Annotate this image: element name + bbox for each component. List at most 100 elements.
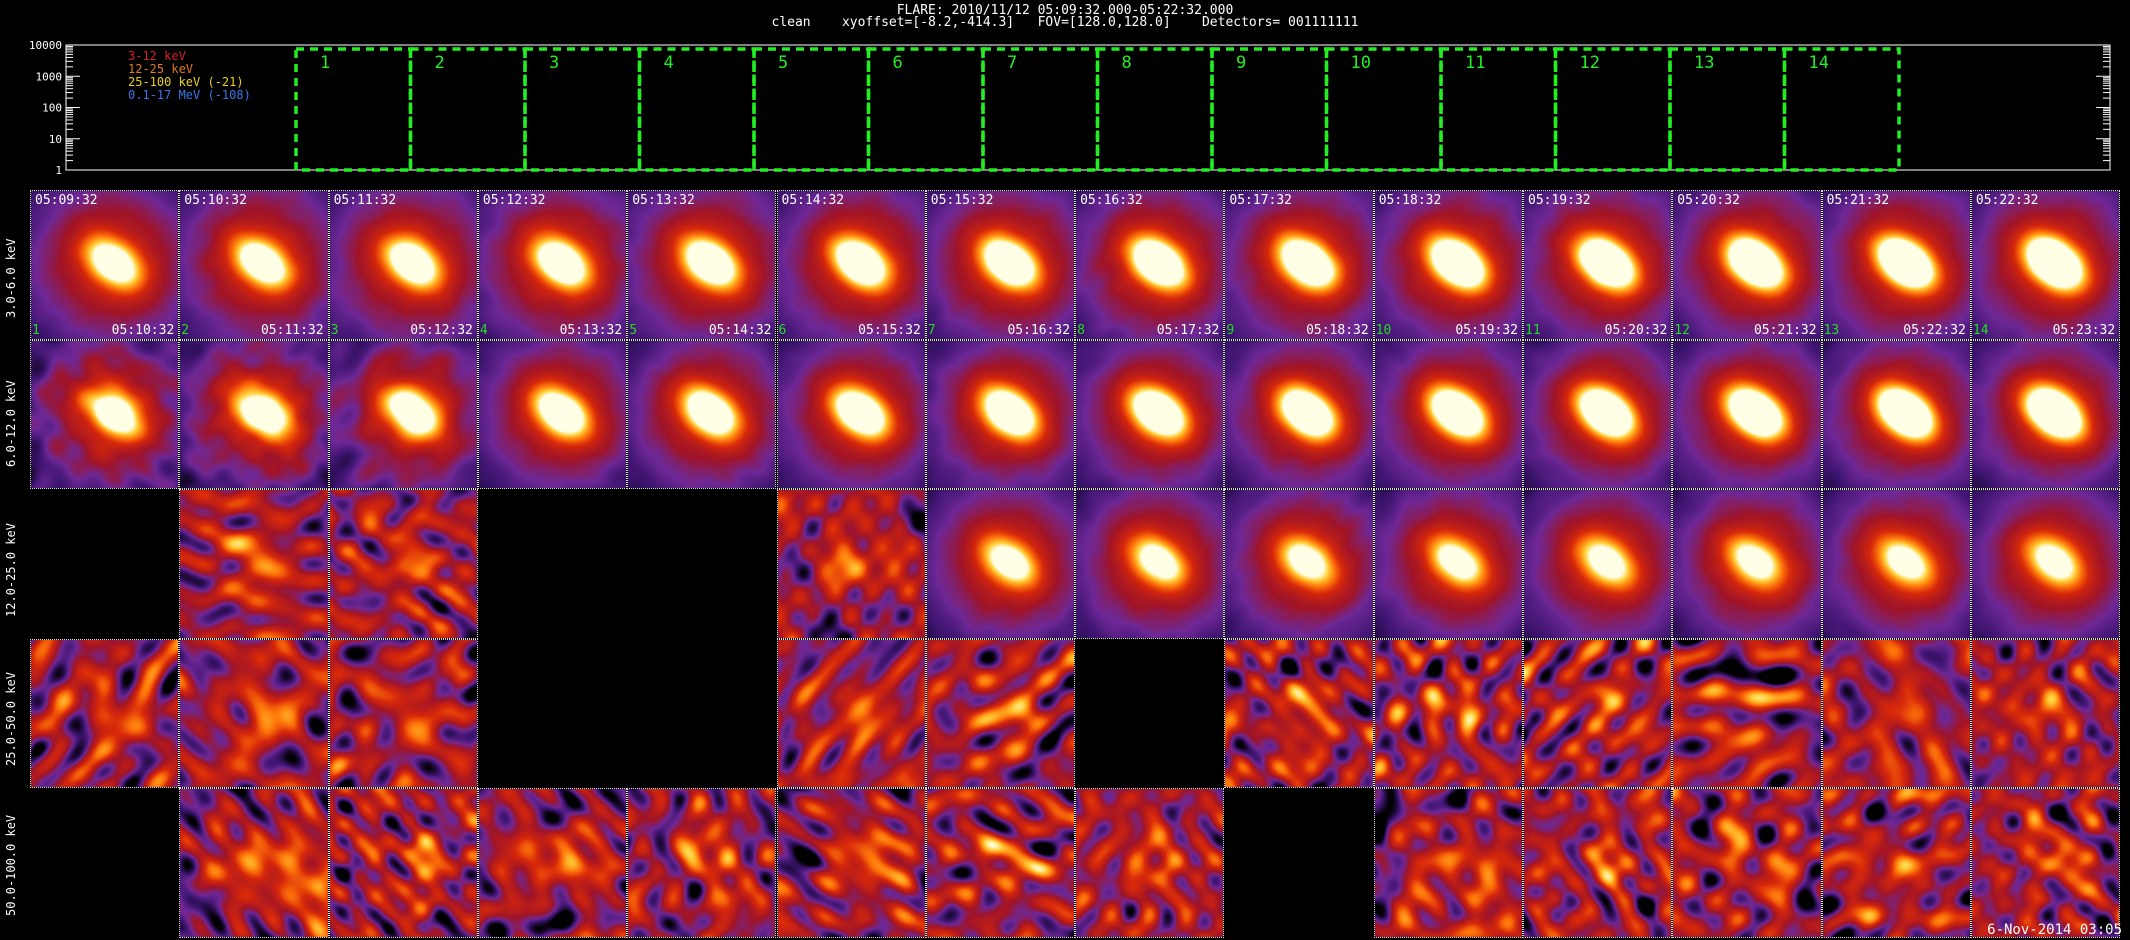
tile-start-time: 05:11:32 xyxy=(333,193,397,208)
image-map xyxy=(1673,191,1821,339)
tile-interval-number: 14 xyxy=(1972,322,1989,338)
image-tile xyxy=(1672,638,1822,788)
lightcurve-plot: 10000100010010105:0805:1205:1605:2005:24… xyxy=(29,39,2111,177)
tile-start-time: 05:21:32 xyxy=(1826,193,1890,208)
image-tile xyxy=(1821,638,1971,788)
image-map xyxy=(180,490,328,638)
tile-interval-number: 2 xyxy=(181,322,190,338)
tile-start-time: 05:17:32 xyxy=(1229,193,1293,208)
interval-label: 4 xyxy=(664,53,674,73)
image-tile xyxy=(477,339,628,489)
tile-end-time: 05:12:32 xyxy=(410,322,473,338)
tile-start-time: 05:12:32 xyxy=(482,193,546,208)
y-tick-label: 100 xyxy=(42,102,62,115)
tile-end-time: 05:15:32 xyxy=(858,322,921,338)
image-map xyxy=(926,490,1075,638)
image-map xyxy=(1822,490,1970,638)
image-map xyxy=(31,340,179,489)
image-map xyxy=(926,789,1075,937)
image-map xyxy=(1225,490,1373,638)
interval-box xyxy=(752,47,871,172)
image-map xyxy=(1673,490,1821,638)
image-tile xyxy=(328,489,478,639)
image-tile xyxy=(1523,788,1673,938)
tile-interval-number: 3 xyxy=(330,322,339,338)
image-tile xyxy=(1224,489,1374,639)
image-tile xyxy=(179,339,329,489)
tile-end-time: 05:23:32 xyxy=(2052,322,2116,338)
image-map xyxy=(1971,789,2120,937)
image-tile xyxy=(30,339,180,489)
image-map xyxy=(628,191,776,339)
interval-box xyxy=(523,47,642,172)
interval-box xyxy=(981,47,1100,172)
image-map xyxy=(180,639,328,788)
image-tile xyxy=(1672,339,1822,489)
image-tile: 05:09:32 05:10:32 1 xyxy=(30,190,180,340)
image-tile xyxy=(1373,339,1523,489)
interval-label: 3 xyxy=(549,53,559,73)
image-map xyxy=(1822,340,1970,489)
image-map xyxy=(628,340,776,489)
tile-end-time: 05:13:32 xyxy=(559,322,623,338)
tile-end-time: 05:16:32 xyxy=(1007,322,1071,338)
interval-box xyxy=(1210,47,1329,172)
image-tile: 05:20:32 05:21:32 12 xyxy=(1672,190,1822,340)
image-map xyxy=(777,340,925,489)
image-map xyxy=(777,789,925,937)
plot-frame xyxy=(65,44,2111,171)
energy-band-label: 3.0-6.0 keV xyxy=(4,238,18,318)
image-map xyxy=(478,340,627,489)
tile-interval-number: 7 xyxy=(927,322,936,338)
tile-start-time: 05:22:32 xyxy=(1975,193,2039,208)
image-map xyxy=(1374,340,1522,489)
y-tick-label: 1000 xyxy=(36,70,63,83)
image-tile xyxy=(925,489,1076,639)
interval-label: 11 xyxy=(1465,53,1485,73)
image-tile: 05:16:32 05:17:32 8 xyxy=(1075,190,1225,340)
image-tile xyxy=(1523,489,1673,639)
tile-end-time: 05:14:32 xyxy=(708,322,772,338)
image-tile xyxy=(1821,788,1971,938)
image-tile xyxy=(179,489,329,639)
image-tile xyxy=(925,788,1076,938)
image-tile xyxy=(1075,489,1225,639)
interval-box xyxy=(866,47,985,172)
image-map xyxy=(1225,191,1373,339)
image-tile xyxy=(1523,339,1673,489)
interval-label: 6 xyxy=(893,53,903,73)
tile-interval-number: 13 xyxy=(1823,322,1840,338)
image-tile: 05:19:32 05:20:32 11 xyxy=(1523,190,1673,340)
image-map xyxy=(1374,490,1522,638)
tile-interval-number: 12 xyxy=(1674,322,1690,338)
interval-box xyxy=(1782,47,1901,172)
image-map xyxy=(1971,639,2120,788)
interval-box xyxy=(294,47,413,172)
image-tile xyxy=(1970,638,2121,788)
interval-box xyxy=(1668,47,1787,172)
tile-start-time: 05:15:32 xyxy=(930,193,994,208)
image-tile xyxy=(1373,638,1523,788)
image-map xyxy=(1374,789,1522,937)
image-tile xyxy=(1523,638,1673,788)
interval-label: 10 xyxy=(1351,53,1371,73)
tile-interval-number: 8 xyxy=(1077,322,1085,338)
image-map xyxy=(329,789,477,937)
image-map xyxy=(777,191,925,339)
image-map xyxy=(1971,490,2120,638)
image-tile xyxy=(1373,788,1523,938)
image-map xyxy=(180,340,328,489)
interval-label: 5 xyxy=(778,53,788,73)
interval-label: 1 xyxy=(320,53,330,73)
image-map xyxy=(180,789,328,937)
image-tile xyxy=(1970,489,2121,639)
image-map xyxy=(1673,789,1821,937)
image-map xyxy=(1374,639,1522,788)
tile-interval-number: 1 xyxy=(32,322,40,338)
image-map xyxy=(1076,340,1224,489)
image-map xyxy=(777,639,925,788)
tile-start-time: 05:18:32 xyxy=(1378,193,1442,208)
image-map xyxy=(1225,340,1373,489)
image-map xyxy=(1524,789,1672,937)
image-map xyxy=(329,191,477,339)
